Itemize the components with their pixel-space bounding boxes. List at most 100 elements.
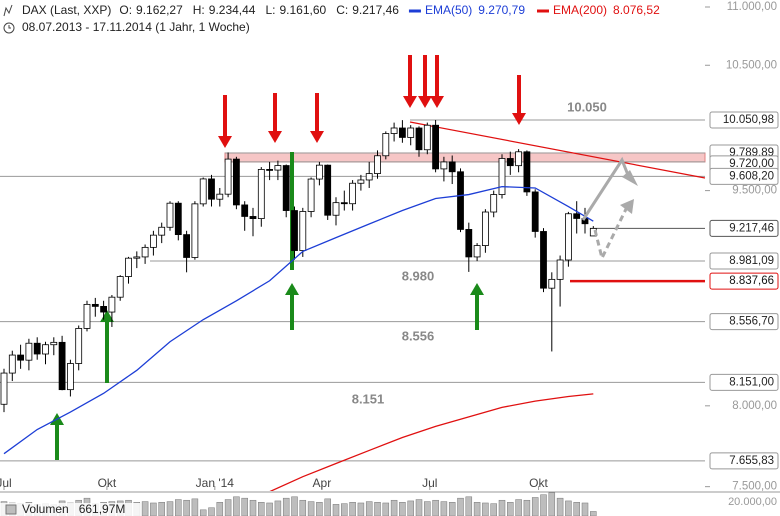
projection-head xyxy=(622,170,638,186)
volume-bar xyxy=(465,496,473,516)
volume-bar xyxy=(382,502,390,516)
volume-bar xyxy=(258,502,265,516)
volume-bar xyxy=(548,492,556,516)
candle-body xyxy=(423,124,431,151)
volume-bar xyxy=(531,497,539,516)
volume-bar xyxy=(490,503,497,516)
candle-body xyxy=(149,234,157,248)
candle-body xyxy=(125,257,132,277)
candle-body xyxy=(432,124,440,170)
candle-body xyxy=(448,161,456,173)
annotation: 8.151 xyxy=(352,391,385,406)
signal-arrow-head xyxy=(512,113,526,125)
quote-label: O: xyxy=(119,3,132,17)
candle-body xyxy=(216,193,224,200)
candle-body xyxy=(17,354,25,361)
candle-body xyxy=(556,259,564,280)
candle-body xyxy=(531,191,539,232)
candle-body xyxy=(565,213,572,261)
signal-arrow-head xyxy=(403,96,417,108)
candle-body xyxy=(133,256,141,259)
x-tick-label: Jul xyxy=(422,476,437,490)
clock-icon xyxy=(3,22,15,34)
volume-bar xyxy=(241,497,248,516)
candle-body xyxy=(523,151,531,193)
volume-bar xyxy=(448,502,456,516)
volume-bar xyxy=(374,502,381,516)
x-tick-label: Jul xyxy=(0,476,12,490)
volume-bar xyxy=(440,501,448,516)
volume-bar xyxy=(307,501,315,516)
level-label-box xyxy=(709,252,779,270)
volume-swatch xyxy=(5,504,17,515)
candle-body xyxy=(307,178,315,212)
volume-bar xyxy=(365,501,373,516)
candle-body xyxy=(241,204,249,217)
candle-body xyxy=(498,158,506,195)
level-label: 9.217,46 xyxy=(729,222,774,234)
volume-bar xyxy=(390,499,398,516)
candle-body xyxy=(50,341,58,346)
candle-body xyxy=(166,202,174,228)
volume-bar xyxy=(515,499,522,516)
candle-body xyxy=(108,296,116,313)
candle-body xyxy=(100,306,107,313)
subtitle: 08.07.2013 - 17.11.2014 (1 Jahr, 1 Woche… xyxy=(22,20,250,34)
candle-body xyxy=(357,179,365,184)
volume-bar xyxy=(141,501,149,516)
level-label-box xyxy=(709,219,779,237)
volume-bar xyxy=(199,509,207,516)
volume-bar xyxy=(216,502,224,516)
level-label-box xyxy=(709,373,779,391)
level-label-box xyxy=(709,167,779,185)
signal-arrow-head xyxy=(310,131,324,143)
level-label: 7.655,83 xyxy=(729,455,774,467)
grid-layer xyxy=(0,119,706,462)
candle-body xyxy=(473,245,481,258)
candle-body xyxy=(440,161,448,170)
chart-title: DAX (Last, XXP) xyxy=(22,3,111,17)
candle-body xyxy=(25,342,33,361)
x-tick-label: Okt xyxy=(98,476,117,490)
volume-bar xyxy=(424,501,431,516)
y-tick-label: 9.500,00 xyxy=(732,185,777,197)
signal-arrow-head xyxy=(418,96,432,108)
quote-value: 9.161,60 xyxy=(280,3,327,17)
candle-body xyxy=(266,169,274,171)
candle-body xyxy=(232,158,240,206)
volume-bar xyxy=(573,502,580,516)
candle-body xyxy=(67,363,74,391)
level-label: 10.050,98 xyxy=(723,114,774,126)
candle-body xyxy=(324,164,332,216)
annotation: 8.980 xyxy=(402,268,435,283)
candle-body xyxy=(407,127,415,138)
y-tick-label: 10.500,00 xyxy=(726,59,777,71)
header: DAX (Last, XXP) O: 9.162,27 H: 9.234,44 L: 9.1… xyxy=(0,0,660,36)
volume-bar xyxy=(266,502,273,516)
resistance-zone xyxy=(224,152,706,163)
volume-bar xyxy=(540,494,547,516)
y-tick-label: 7.500,00 xyxy=(732,481,777,493)
candle-body xyxy=(191,203,199,258)
candle-body xyxy=(224,158,232,195)
volume-scale: 20.000,00 xyxy=(728,496,777,508)
y-tick-label: 11.000,00 xyxy=(727,1,777,13)
y-tick-label: 8.000,00 xyxy=(732,400,777,412)
candle-body xyxy=(349,182,357,205)
volume-bar xyxy=(224,499,232,516)
volume-bar xyxy=(432,499,439,516)
candle-body xyxy=(548,278,556,289)
candle-body xyxy=(390,127,398,134)
candle-body xyxy=(465,229,473,258)
candle-body xyxy=(141,246,149,258)
candle-body xyxy=(490,194,498,213)
volume-bar xyxy=(507,502,514,516)
quote-label: L: xyxy=(265,3,275,17)
candle-body xyxy=(33,342,41,355)
volume-bar xyxy=(341,503,348,516)
candle-body xyxy=(515,151,522,167)
candle-body xyxy=(332,202,340,216)
volume-bar xyxy=(191,498,199,516)
candle-body xyxy=(415,127,423,151)
